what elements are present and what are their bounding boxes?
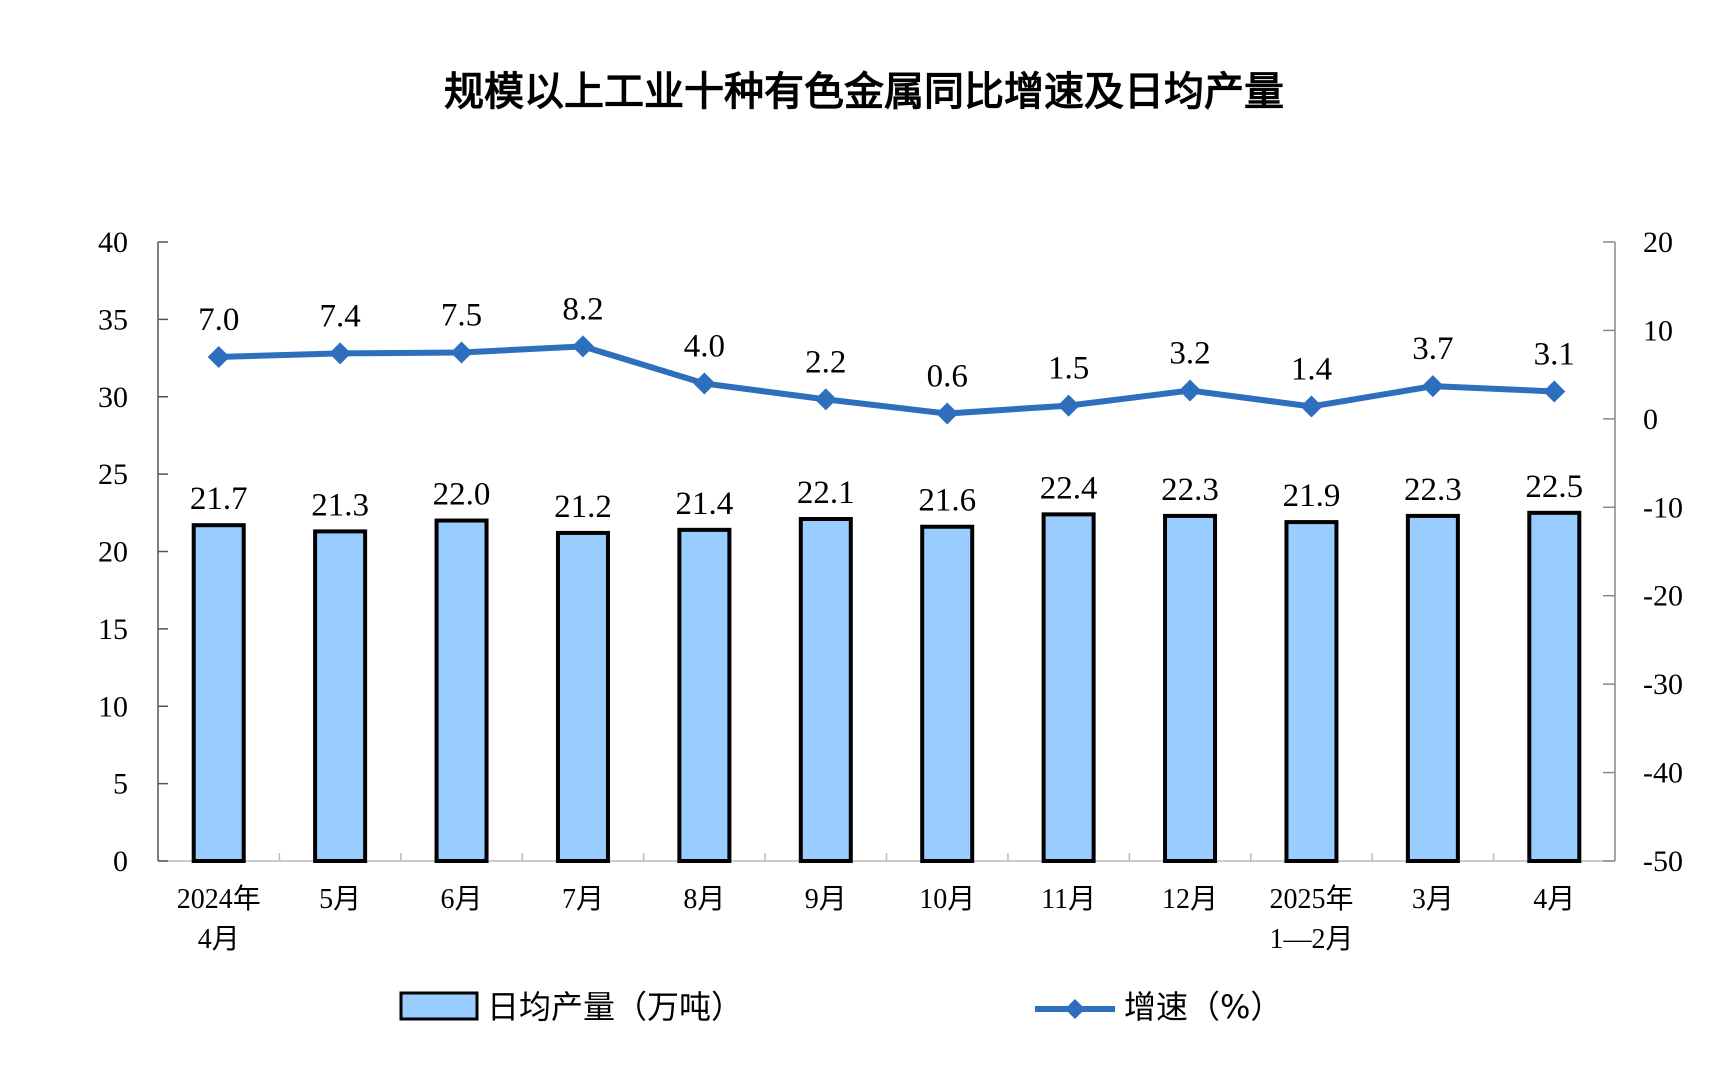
bar-data-label: 21.7 (190, 481, 248, 517)
x-tick-label: 1—2月 (1269, 924, 1353, 955)
line-data-label: 0.6 (927, 359, 968, 395)
bar-data-label: 22.4 (1040, 470, 1098, 506)
legend-bar-swatch (399, 991, 479, 1021)
line-marker (1300, 395, 1323, 418)
legend-line-label: 增速（%） (1124, 988, 1282, 1026)
bar-data-label: 22.3 (1161, 472, 1219, 508)
x-tick-label: 4月 (198, 924, 240, 955)
line-data-label: 1.5 (1048, 351, 1089, 387)
bar (191, 523, 246, 863)
line-marker (1543, 380, 1566, 403)
line-series: 7.0 7.4 7.5 8.2 4.0 2.2 0.6 1.5 3.2 1.4 3.7 3.1 (198, 291, 1575, 425)
bar-data-label: 21.9 (1283, 478, 1341, 514)
bar (677, 527, 732, 864)
x-tick-label: 12月 (1162, 884, 1218, 915)
bar (313, 529, 368, 863)
x-tick-label: 6月 (441, 884, 483, 915)
left-tick-label: 0 (113, 845, 128, 878)
bar-series: 21.7 21.3 22.0 21.2 21.4 22.1 21.6 22.4 22.3 21.9… (190, 469, 1583, 864)
bar (1041, 512, 1096, 863)
x-tick-label: 3月 (1412, 884, 1454, 915)
x-tick-label: 7月 (562, 884, 604, 915)
line-data-label: 3.7 (1412, 331, 1453, 367)
left-tick-label: 20 (98, 536, 128, 569)
line-data-label: 7.4 (320, 298, 361, 334)
line-data-label: 2.2 (805, 344, 846, 380)
bar-data-label: 21.2 (554, 489, 612, 525)
x-tick-label: 10月 (919, 884, 975, 915)
bar (1284, 520, 1339, 863)
line-data-label: 3.1 (1534, 336, 1575, 372)
bar (1405, 513, 1460, 863)
x-tick-label: 11月 (1041, 884, 1096, 915)
x-tick-label: 5月 (319, 884, 361, 915)
bar (798, 517, 853, 863)
left-tick-label: 25 (98, 458, 128, 491)
line-marker (1179, 379, 1202, 402)
right-tick-label: 10 (1643, 314, 1673, 347)
growth-line (218, 343, 1555, 417)
bar-data-label: 21.3 (311, 487, 369, 523)
right-tick-label: -40 (1643, 757, 1683, 790)
bar-data-label: 22.5 (1525, 469, 1583, 505)
axes: 0 5 10 15 20 25 30 35 40 -50 -40 -30 -20 -10 0 10 20 2024… (98, 226, 1683, 955)
x-tick-label: 4月 (1533, 884, 1575, 915)
line-data-label: 4.0 (684, 328, 725, 364)
chart-title: 规模以上工业十种有色金属同比增速及日均产量 (444, 69, 1284, 115)
left-tick-label: 10 (98, 690, 128, 723)
line-marker (814, 388, 837, 411)
right-tick-label: 0 (1643, 403, 1658, 436)
x-tick-label: 2024年 (177, 883, 261, 915)
left-tick-label: 5 (113, 768, 128, 801)
line-marker (1421, 375, 1444, 398)
line-marker (693, 372, 716, 395)
left-tick-label: 15 (98, 613, 128, 646)
line-data-label: 8.2 (562, 291, 603, 327)
x-tick-label: 2025年 (1269, 883, 1353, 915)
right-tick-label: -50 (1643, 845, 1683, 878)
line-marker (450, 341, 473, 364)
right-tick-label: 20 (1643, 226, 1673, 259)
line-marker (329, 342, 352, 365)
right-tick-label: -30 (1643, 668, 1683, 701)
line-data-label: 1.4 (1291, 351, 1332, 387)
bar-data-label: 22.0 (433, 477, 491, 513)
bar-data-label: 22.1 (797, 475, 855, 511)
bar (1527, 510, 1582, 863)
bar-data-label: 21.4 (676, 486, 734, 522)
line-data-label: 7.0 (198, 302, 239, 338)
right-tick-label: -10 (1643, 491, 1683, 524)
bar (434, 518, 489, 863)
line-data-label: 3.2 (1169, 336, 1210, 372)
bar (920, 524, 975, 863)
line-data-label: 7.5 (441, 298, 482, 334)
line-marker (1057, 394, 1080, 417)
bar-data-label: 22.3 (1404, 472, 1462, 508)
line-marker (571, 335, 594, 358)
bar-data-label: 21.6 (918, 483, 976, 519)
legend-bar-label: 日均产量（万吨） (487, 988, 743, 1026)
left-tick-label: 30 (98, 381, 128, 414)
legend: 日均产量（万吨） 增速（%） (399, 988, 1282, 1026)
line-marker (207, 345, 230, 368)
left-tick-label: 35 (98, 303, 128, 336)
legend-line-marker (1065, 999, 1085, 1019)
x-tick-label: 8月 (683, 884, 725, 915)
left-tick-label: 40 (98, 226, 128, 259)
bar (1163, 513, 1218, 863)
line-marker (936, 402, 959, 425)
x-tick-label: 9月 (805, 884, 847, 915)
bar (555, 530, 610, 863)
right-tick-label: -20 (1643, 580, 1683, 613)
